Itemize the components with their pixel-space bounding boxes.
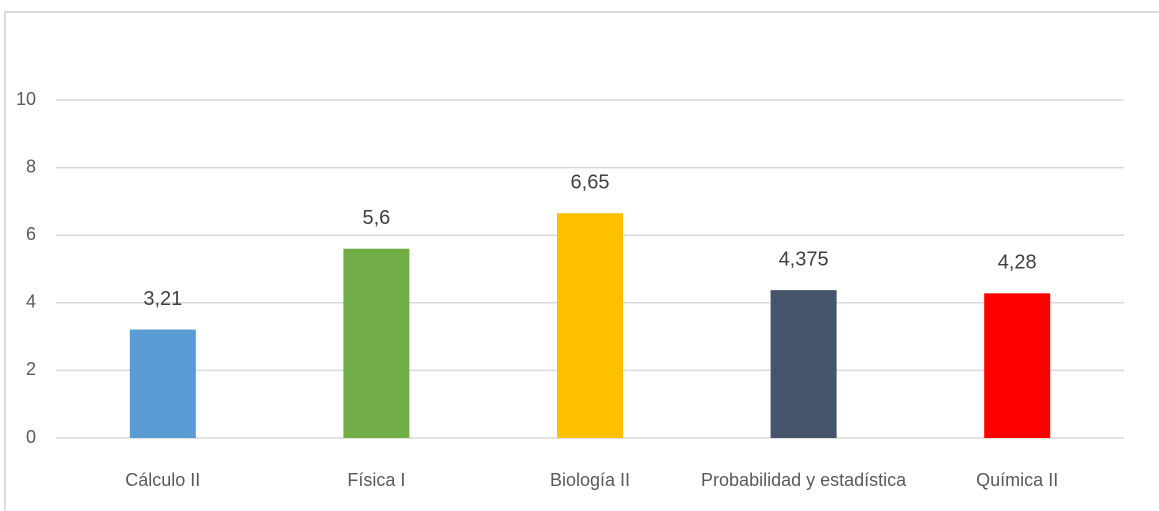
data-label: 5,6 [362,207,390,229]
x-tick-label: Cálculo II [125,470,200,490]
data-label: 3,21 [143,288,182,310]
data-label: 4,28 [998,252,1037,274]
x-tick-label: Física I [347,470,405,490]
bar [343,248,410,438]
data-label: 4,375 [779,248,829,270]
y-tick-label: 2 [26,359,36,379]
x-tick-label: Química II [976,470,1058,490]
y-tick-label: 8 [26,156,36,176]
bar [770,290,837,438]
y-tick-label: 4 [26,292,36,312]
data-label: 6,65 [571,172,610,194]
x-tick-label: Biología II [550,470,630,490]
bar [984,293,1051,438]
y-tick-label: 0 [26,427,36,447]
chart-frame [4,11,1159,511]
bar [557,213,623,438]
bar [129,329,196,438]
x-tick-label: Probabilidad y estadística [701,470,907,490]
y-tick-label: 10 [16,89,36,109]
y-tick-label: 6 [26,224,36,244]
